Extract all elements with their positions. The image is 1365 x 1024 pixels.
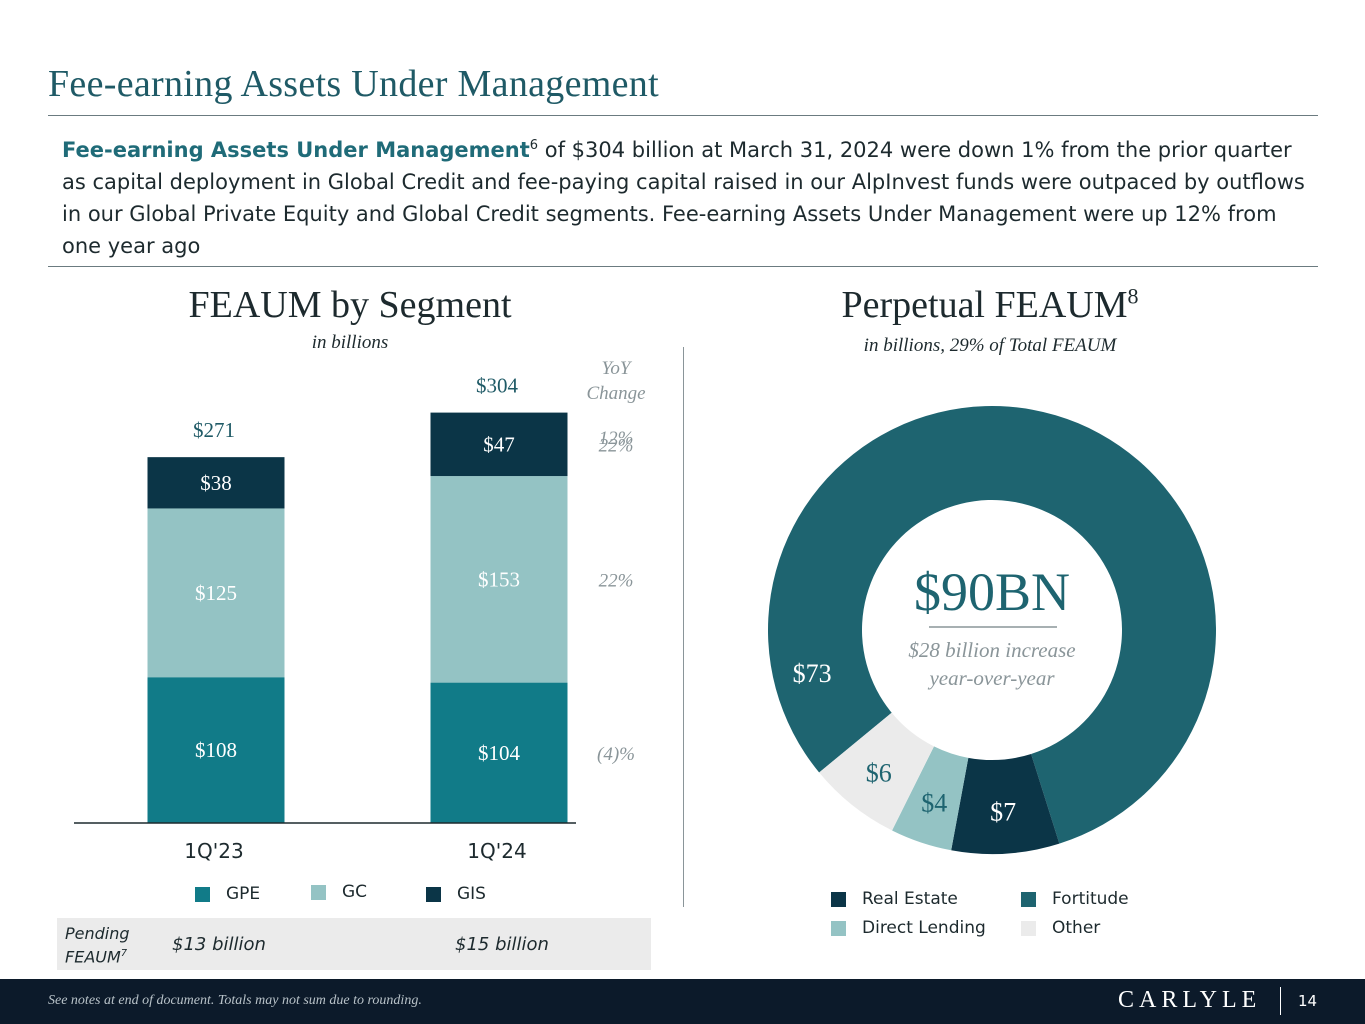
perpetual-feaum-donut: $73 $7 $4 $6 $90BN $28 billion increase yea… xyxy=(768,406,1216,854)
yoy-header-line2: Change xyxy=(586,383,645,404)
legend-label-direct-lending: Direct Lending xyxy=(862,918,986,938)
bar-label-gc-1: $153 xyxy=(478,567,520,591)
perpetual-footnote-ref: 8 xyxy=(1127,283,1139,309)
legend-swatch-other xyxy=(1021,920,1036,936)
legend-swatch-gpe xyxy=(195,886,210,902)
page-title: Fee-earning Assets Under Management xyxy=(48,63,659,105)
summary-footnote-ref: 6 xyxy=(529,138,539,153)
feaum-segment-title: FEAUM by Segment xyxy=(188,284,512,326)
legend-label-gc: GC xyxy=(342,882,368,902)
donut-label-direct-lending: $4 xyxy=(921,789,947,818)
legend-label-real-estate: Real Estate xyxy=(862,889,958,909)
donut-center-note-line1: $28 billion increase xyxy=(908,638,1075,662)
feaum-segment-chart: YoY Change 12% $108 $125 $38 $271 1Q'23 $104 $… xyxy=(74,358,646,863)
pending-feaum-row: Pending FEAUM7 $13 billion $15 billion xyxy=(57,918,651,970)
legend-item-other: Other xyxy=(1021,918,1100,938)
donut-slice-direct-lending xyxy=(892,746,969,851)
bar-gc-0 xyxy=(147,508,285,678)
yoy-header-line1: YoY xyxy=(602,358,633,379)
carlyle-logo: CARLYLE xyxy=(1118,987,1262,1013)
donut-center-note-line2: year-over-year xyxy=(927,666,1055,690)
pending-label-line1: Pending xyxy=(65,924,130,943)
summary-text: of $304 billion at March 31, 2024 were d… xyxy=(62,138,1305,258)
page-number: 14 xyxy=(1298,992,1318,1010)
bar-total-label-1: $304 xyxy=(476,374,519,398)
legend-label-fortitude: Fortitude xyxy=(1052,889,1129,909)
legend-item-gc: GC xyxy=(311,882,367,902)
legend-label-gis: GIS xyxy=(457,884,486,904)
bar-gpe-0 xyxy=(147,677,285,823)
yoy-label-gis: 22% xyxy=(599,435,634,456)
yoy-label-gpe: (4)% xyxy=(597,744,635,765)
donut-label-other: $6 xyxy=(866,758,892,787)
x-tick-label-0: 1Q'23 xyxy=(184,839,243,863)
bar-total-label-0: $271 xyxy=(193,418,235,442)
legend-label-other: Other xyxy=(1052,918,1101,938)
legend-swatch-direct-lending xyxy=(831,920,846,936)
legend-swatch-gc xyxy=(311,884,326,900)
pending-value-1q23: $13 billion xyxy=(172,934,266,955)
perpetual-feaum-subtitle: in billions, 29% of Total FEAUM xyxy=(863,335,1117,356)
bar-label-gpe-0: $108 xyxy=(195,738,237,762)
pending-value-1q24: $15 billion xyxy=(455,934,549,955)
perpetual-feaum-title-text: Perpetual FEAUM xyxy=(841,284,1128,326)
legend-item-fortitude: Fortitude xyxy=(1021,889,1129,909)
footer-bar: See notes at end of document. Totals may… xyxy=(0,979,1365,1024)
feaum-segment-subtitle: in billions xyxy=(311,332,389,353)
donut-label-real-estate: $7 xyxy=(990,798,1016,827)
donut-label-fortitude: $73 xyxy=(793,659,832,688)
bar-label-gis-0: $38 xyxy=(200,471,232,495)
x-tick-label-1: 1Q'24 xyxy=(467,839,526,863)
legend-item-gpe: GPE xyxy=(195,884,260,904)
footer-divider xyxy=(1280,987,1281,1015)
bar-label-gc-0: $125 xyxy=(195,581,237,605)
bar-gis-1 xyxy=(430,412,568,477)
yoy-label-gc: 22% xyxy=(599,570,634,591)
pending-label-line2: FEAUM xyxy=(65,947,121,967)
bar-label-gpe-1: $104 xyxy=(478,741,521,765)
section-divider xyxy=(683,347,684,907)
summary-paragraph: Fee-earning Assets Under Management6 of … xyxy=(62,130,1312,262)
bar-gc-1 xyxy=(430,476,568,683)
donut-slice-other xyxy=(819,712,934,831)
legend-swatch-real-estate xyxy=(831,891,846,907)
yoy-total: 12% xyxy=(599,428,634,449)
title-rule xyxy=(48,115,1318,116)
bar-gis-0 xyxy=(147,457,285,509)
legend-item-real-estate: Real Estate xyxy=(831,889,958,909)
footer-note: See notes at end of document. Totals may… xyxy=(48,993,422,1008)
legend-swatch-fortitude xyxy=(1021,891,1036,907)
legend-item-gis: GIS xyxy=(426,884,486,904)
bar-label-gis-1: $47 xyxy=(483,432,515,456)
bar-gpe-1 xyxy=(430,682,568,823)
donut-center-value: $90BN xyxy=(914,562,1070,622)
summary-lead: Fee-earning Assets Under Management xyxy=(62,138,530,162)
perpetual-feaum-title: Perpetual FEAUM8 xyxy=(780,283,1200,327)
donut-slice-fortitude xyxy=(768,406,1216,844)
pending-feaum-label: Pending FEAUM7 xyxy=(65,924,130,967)
legend-label-gpe: GPE xyxy=(226,884,261,904)
donut-slice-real-estate xyxy=(951,753,1060,854)
pending-footnote-ref: 7 xyxy=(120,948,128,959)
legend-item-direct-lending: Direct Lending xyxy=(831,918,986,938)
legend-swatch-gis xyxy=(426,886,441,902)
summary-rule xyxy=(48,266,1318,267)
